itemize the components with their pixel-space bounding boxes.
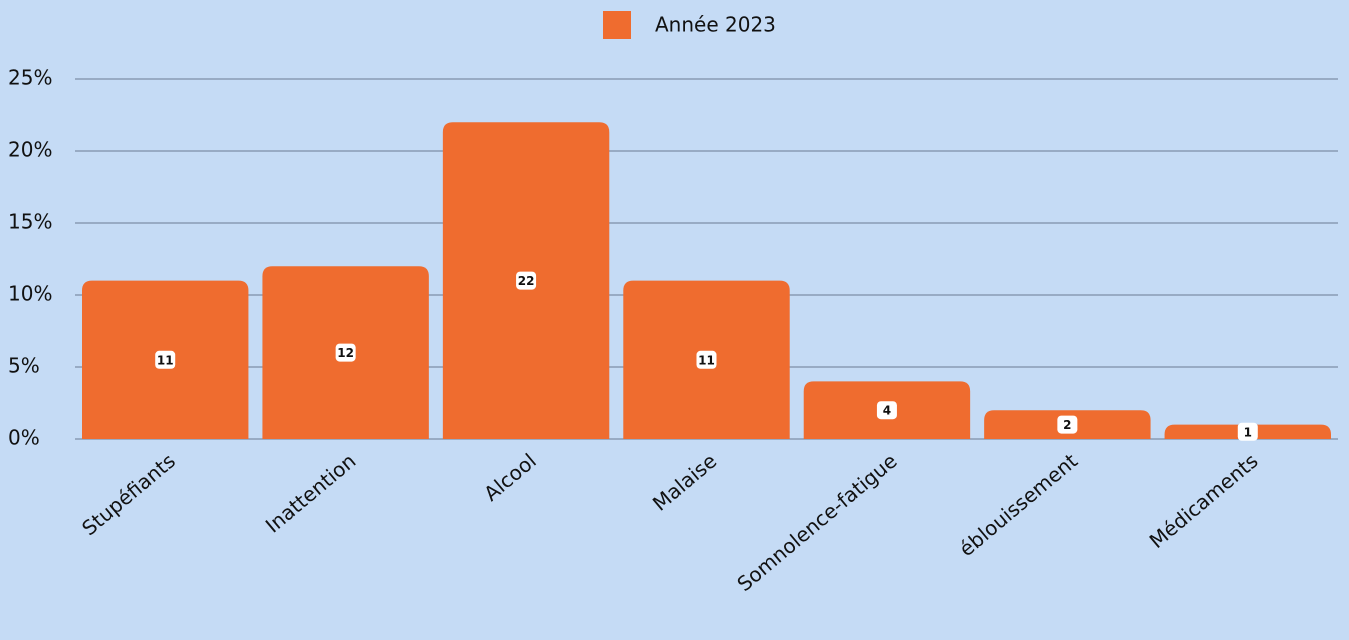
value-label: 22 [518, 274, 535, 288]
legend-label: Année 2023 [655, 13, 776, 37]
value-label-box [696, 350, 717, 369]
legend-swatch [603, 11, 631, 39]
value-label-box [876, 401, 897, 420]
x-tick-label: Malaise [648, 449, 721, 516]
value-label-box [155, 350, 176, 369]
x-tick-label: Somnolence-fatigue [732, 449, 901, 596]
value-label-box [1237, 422, 1258, 441]
x-tick-label: Stupéfiants [77, 449, 180, 541]
value-label: 11 [698, 353, 715, 367]
value-label: 2 [1063, 418, 1071, 432]
value-label-box [1057, 415, 1078, 434]
x-tick-label: éblouissement [954, 449, 1082, 562]
y-tick-label: 10% [8, 282, 52, 306]
value-label-box [516, 271, 537, 290]
y-tick-label: 20% [8, 138, 52, 162]
value-label-box [335, 343, 356, 362]
x-tick-label: Alcool [479, 449, 541, 506]
y-tick-label: 25% [8, 66, 52, 90]
value-label: 11 [157, 353, 174, 367]
value-label: 4 [883, 404, 891, 418]
y-tick-label: 0% [8, 426, 40, 450]
y-tick-label: 15% [8, 210, 52, 234]
y-tick-label: 5% [8, 354, 40, 378]
x-tick-label: Médicaments [1145, 449, 1263, 553]
x-tick-label: Inattention [261, 449, 361, 538]
value-label: 1 [1244, 425, 1252, 439]
value-label: 12 [337, 346, 354, 360]
